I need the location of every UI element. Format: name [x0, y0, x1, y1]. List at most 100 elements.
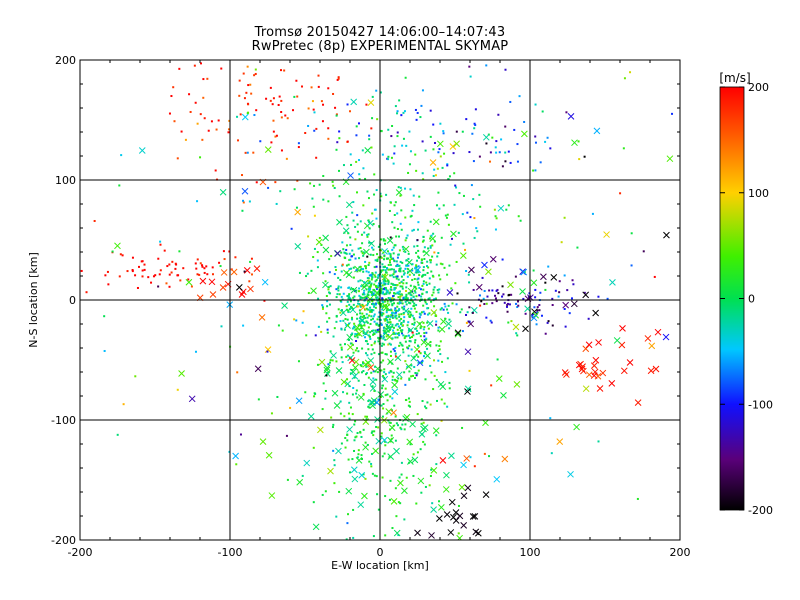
data-point	[419, 352, 422, 355]
data-point-cross	[582, 385, 590, 393]
data-point	[370, 462, 373, 465]
data-point-cross	[333, 402, 341, 409]
data-point	[389, 263, 392, 266]
data-point	[391, 221, 394, 224]
data-point	[479, 304, 482, 307]
x-tick-label: 200	[670, 546, 691, 559]
data-point	[435, 263, 438, 266]
data-point	[415, 259, 418, 262]
data-point	[395, 317, 398, 320]
data-point	[379, 337, 382, 340]
data-point	[391, 304, 394, 307]
data-point-cross	[208, 278, 216, 286]
data-point	[313, 395, 316, 398]
data-point	[516, 334, 519, 337]
data-point-cross	[281, 302, 288, 310]
data-point	[309, 182, 312, 185]
data-point-cross	[350, 286, 358, 294]
data-point	[363, 293, 366, 296]
data-point	[385, 291, 388, 294]
data-point	[336, 293, 339, 296]
data-point	[419, 326, 422, 329]
data-point-cross	[372, 447, 380, 455]
data-point-cross	[414, 266, 422, 274]
data-point	[337, 287, 340, 290]
data-point	[422, 266, 425, 269]
data-point	[460, 308, 463, 311]
data-point	[469, 75, 472, 78]
data-point	[433, 305, 436, 308]
data-point	[364, 317, 367, 320]
data-point-cross	[647, 367, 655, 375]
data-point	[359, 296, 362, 299]
data-point	[377, 315, 380, 318]
data-point	[471, 311, 474, 314]
data-point	[396, 110, 399, 113]
data-point-cross	[253, 265, 261, 272]
data-point	[399, 301, 402, 304]
data-point	[440, 398, 443, 401]
data-point	[159, 269, 162, 272]
data-point-cross	[471, 512, 479, 520]
data-point	[368, 287, 371, 290]
grid-lines	[80, 60, 680, 540]
data-point	[377, 284, 380, 287]
data-point	[333, 464, 336, 467]
data-point	[138, 265, 141, 268]
data-point-cross	[493, 475, 501, 483]
data-point-cross	[345, 201, 353, 209]
data-point	[532, 169, 535, 172]
data-point	[415, 118, 418, 121]
data-point	[409, 336, 412, 339]
data-point	[274, 135, 277, 138]
data-point	[295, 79, 298, 82]
data-point	[488, 455, 491, 458]
data-point	[409, 443, 412, 446]
data-point	[534, 169, 537, 172]
data-point	[332, 92, 335, 95]
data-point	[211, 273, 214, 276]
data-point	[354, 436, 357, 439]
data-point-cross	[405, 259, 413, 266]
data-point	[367, 326, 370, 329]
data-point	[432, 148, 435, 151]
data-point	[350, 316, 353, 319]
data-point	[366, 235, 369, 238]
data-point	[481, 276, 484, 279]
data-point	[417, 221, 420, 224]
data-point	[168, 273, 171, 276]
data-point	[448, 264, 451, 267]
data-point	[365, 372, 368, 375]
data-point	[430, 468, 433, 471]
data-point	[429, 364, 432, 367]
data-point	[384, 353, 387, 356]
data-point-cross	[426, 320, 434, 327]
data-point	[435, 463, 438, 466]
data-point-cross	[296, 478, 304, 486]
data-point	[587, 317, 590, 320]
data-point	[418, 294, 421, 297]
data-point	[407, 313, 410, 316]
data-point	[403, 371, 406, 374]
data-point	[417, 271, 420, 274]
data-point	[415, 502, 418, 505]
data-point	[597, 440, 600, 443]
data-point	[331, 359, 334, 362]
data-point	[385, 193, 388, 196]
data-point	[391, 375, 394, 378]
data-point	[228, 250, 231, 253]
data-point	[376, 118, 379, 121]
data-point	[329, 350, 332, 353]
data-point	[242, 199, 245, 202]
data-point	[437, 251, 440, 254]
data-point	[339, 299, 342, 302]
data-point-cross	[219, 188, 227, 196]
data-point	[514, 275, 517, 278]
data-point	[157, 285, 160, 288]
data-point	[381, 153, 384, 156]
data-point	[412, 304, 415, 307]
data-point	[407, 397, 410, 400]
data-point	[400, 428, 403, 431]
data-point	[380, 361, 383, 364]
data-point	[387, 158, 390, 161]
